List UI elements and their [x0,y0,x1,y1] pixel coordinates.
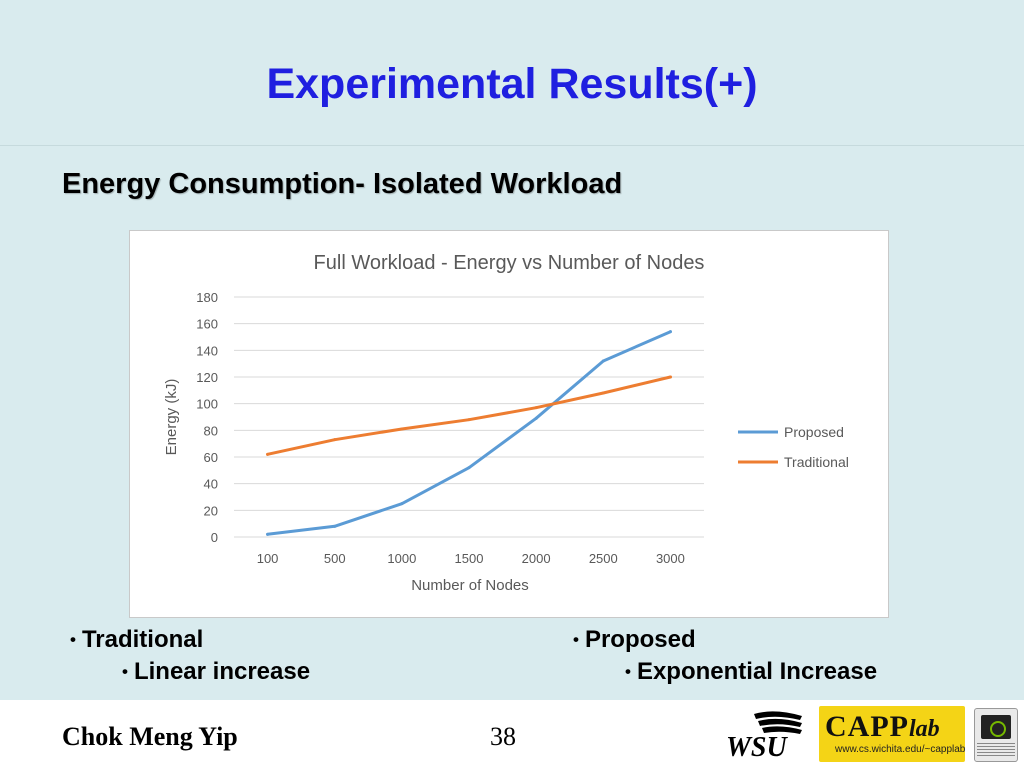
data-point-proposed [467,466,471,470]
bullet-list-proposed: • Proposed • Exponential Increase [573,624,877,688]
x-tick-label: 1500 [455,551,484,566]
sub-bullet-text: Exponential Increase [636,658,878,685]
chart-title: Full Workload - Energy vs Number of Node… [314,252,705,274]
data-point-proposed [534,416,538,420]
capp-lab-logo: CAPPlab www.cs.wichita.edu/~capplab [819,706,965,762]
y-tick-label: 100 [196,397,218,412]
bullet-item: • Traditional [70,624,310,656]
page-number: 38 [490,722,516,751]
wsu-logo-text: WSU [726,732,788,760]
y-tick-label: 40 [204,477,218,492]
legend-label-proposed: Proposed [784,424,844,440]
bullet-icon: • [122,662,128,681]
wsu-logo: WSU [726,711,802,760]
data-point-traditional [534,406,538,410]
data-point-proposed [400,502,404,506]
y-tick-label: 180 [196,290,218,305]
chart-container: Full Workload - Energy vs Number of Node… [129,230,889,618]
y-axis-label: Energy (kJ) [163,379,180,456]
y-tick-label: 80 [204,423,218,438]
series-line-traditional [266,375,672,456]
x-tick-label: 500 [324,551,346,566]
data-point-traditional [467,418,471,422]
capp-logo-text: CAPP [825,710,909,743]
nvidia-eye-icon [990,721,1006,737]
legend-label-traditional: Traditional [784,454,849,470]
nvidia-logo [974,708,1018,762]
sub-bullet-text: Linear increase [133,658,311,685]
data-point-traditional [601,391,605,395]
data-point-proposed [333,524,337,528]
bullet-icon: • [625,662,631,681]
data-point-proposed [668,330,672,334]
x-axis-label: Number of Nodes [411,577,529,594]
x-tick-label: 2000 [522,551,551,566]
y-tick-label: 120 [196,370,218,385]
data-point-proposed [266,532,270,536]
slide-title: Experimental Results(+) [266,60,758,108]
bullet-icon: • [70,630,76,649]
y-tick-label: 160 [196,317,218,332]
slide-subtitle: Energy Consumption- Isolated Workload [62,168,623,200]
data-point-proposed [601,359,605,363]
y-tick-label: 60 [204,450,218,465]
data-point-traditional [266,452,270,456]
title-divider [0,145,1024,146]
bullet-list-traditional: • Traditional • Linear increase [70,624,310,688]
series-line-proposed [266,330,672,536]
x-tick-label: 1000 [387,551,416,566]
slide-footer: Chok Meng Yip 38 WSU CAPPlab www.cs.wich… [0,700,1024,768]
y-tick-label: 140 [196,343,218,358]
data-point-traditional [400,427,404,431]
y-tick-label: 20 [204,503,218,518]
capp-lab-text: lab [908,716,940,742]
sub-bullet-item: • Exponential Increase [573,656,877,688]
author-name: Chok Meng Yip [62,722,238,751]
bullet-text: Traditional [81,626,204,653]
bullet-item: • Proposed [573,624,877,656]
nvidia-caption-lines [977,743,1015,757]
data-point-traditional [668,375,672,379]
x-tick-label: 2500 [589,551,618,566]
data-point-traditional [333,438,337,442]
x-tick-label: 100 [257,551,279,566]
capp-url-text: www.cs.wichita.edu/~capplab [835,744,965,755]
nvidia-badge-icon [981,715,1011,739]
bullet-text: Proposed [584,626,696,653]
y-tick-label: 0 [211,530,218,545]
bullet-icon: • [573,630,579,649]
energy-line-chart: Full Workload - Energy vs Number of Node… [163,252,849,594]
sub-bullet-item: • Linear increase [70,656,310,688]
x-tick-label: 3000 [656,551,685,566]
